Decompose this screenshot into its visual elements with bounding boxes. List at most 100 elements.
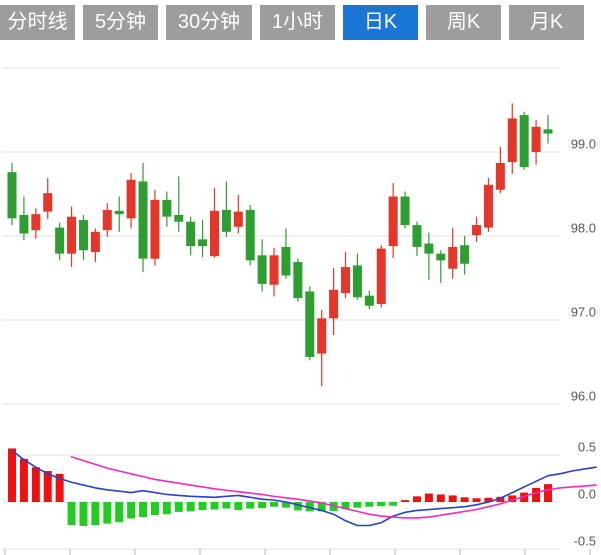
price-axis-label: 99.0 xyxy=(571,137,596,152)
candle-body xyxy=(78,220,88,251)
macd-bar xyxy=(103,502,112,524)
macd-bar xyxy=(496,496,505,502)
tab-monthly-k[interactable]: 月K xyxy=(509,5,584,40)
macd-bar xyxy=(139,502,148,518)
candle-body xyxy=(67,216,77,254)
macd-bar xyxy=(508,495,517,502)
macd-bar xyxy=(186,502,195,512)
candle-body xyxy=(341,267,351,294)
macd-bar xyxy=(389,502,398,506)
macd-bar xyxy=(115,502,124,523)
macd-bar xyxy=(258,502,267,509)
price-axis-label: 97.0 xyxy=(571,305,596,320)
macd-bar xyxy=(19,458,28,502)
macd-bar xyxy=(365,502,374,507)
macd-bar xyxy=(234,502,243,510)
candle-body xyxy=(543,129,553,134)
candle-body xyxy=(7,172,17,219)
dif-line xyxy=(11,449,597,527)
candle-body xyxy=(114,210,124,215)
tab-weekly-k[interactable]: 周K xyxy=(426,5,501,40)
candle-body xyxy=(293,262,303,299)
candle-body xyxy=(448,246,458,269)
macd-bar xyxy=(91,502,100,526)
macd-bar xyxy=(246,502,255,509)
candle-body xyxy=(245,209,255,261)
tab-daily-k[interactable]: 日K xyxy=(343,5,418,40)
macd-bar xyxy=(174,502,183,512)
candle-body xyxy=(519,115,529,168)
macd-axis-label: -0.5 xyxy=(574,534,596,549)
candle-body xyxy=(174,215,184,222)
price-axis-label: 96.0 xyxy=(571,389,596,404)
candle-body xyxy=(376,248,386,305)
grid-lines xyxy=(2,67,591,555)
macd-bar xyxy=(401,500,410,502)
macd-bar xyxy=(8,448,16,502)
macd-bar xyxy=(484,497,493,502)
candles xyxy=(7,103,553,387)
candle-body xyxy=(400,196,410,226)
candle-body xyxy=(412,225,422,247)
macd-bar xyxy=(43,470,52,502)
macd-bar xyxy=(198,502,207,510)
tab-5min[interactable]: 5分钟 xyxy=(83,5,158,40)
candle-body xyxy=(162,199,172,217)
candle-body xyxy=(424,243,434,254)
candle-body xyxy=(531,126,541,152)
candle-body xyxy=(388,196,398,247)
macd-bar xyxy=(127,502,136,519)
macd-bar xyxy=(520,492,529,502)
candle-body xyxy=(472,225,482,236)
y-axis-labels: 99.0 98.0 97.0 96.0 0.5 0.0 -0.5 xyxy=(571,137,596,549)
macd-bar xyxy=(31,467,40,502)
macd-bar xyxy=(353,502,362,508)
macd-bar xyxy=(377,502,386,507)
price-axis-label: 98.0 xyxy=(571,221,596,236)
macd-axis-label: 0.5 xyxy=(578,440,596,455)
candle-body xyxy=(19,215,29,234)
macd-bar xyxy=(210,502,219,510)
candle-body xyxy=(31,214,41,231)
candle-body xyxy=(281,246,291,276)
candle-body xyxy=(257,255,267,284)
candle-body xyxy=(209,210,219,257)
macd-axis-label: 0.0 xyxy=(578,487,596,502)
candle-body xyxy=(186,221,196,247)
macd-bar xyxy=(460,497,469,502)
candle-body xyxy=(138,181,148,259)
macd-bar xyxy=(150,502,159,516)
candle-body xyxy=(198,239,208,247)
candle-body xyxy=(364,295,374,306)
macd-bar xyxy=(424,493,433,502)
candle-body xyxy=(221,209,231,232)
macd-bar xyxy=(448,495,457,502)
macd-bar xyxy=(436,494,445,502)
candle-body xyxy=(90,231,100,252)
macd-bar xyxy=(317,502,326,512)
macd-bar xyxy=(67,502,76,526)
candle-body xyxy=(460,245,470,264)
candle-body xyxy=(55,227,65,254)
candle-body xyxy=(269,255,279,285)
candle-body xyxy=(483,184,493,228)
tab-timeline[interactable]: 分时线 xyxy=(0,5,75,40)
tab-1hour[interactable]: 1小时 xyxy=(260,5,335,40)
candle-body xyxy=(507,118,517,163)
candle-body xyxy=(329,289,339,319)
macd-bar xyxy=(305,502,314,512)
macd-bar xyxy=(293,502,302,511)
candle-body xyxy=(126,179,136,219)
candle-body xyxy=(317,318,327,354)
tab-30min[interactable]: 30分钟 xyxy=(166,5,252,40)
macd-bar xyxy=(55,473,64,502)
candle-body xyxy=(436,253,446,261)
macd-bar xyxy=(222,502,231,509)
macd-bar xyxy=(532,487,541,502)
macd-bar xyxy=(472,498,481,502)
dea-line xyxy=(70,456,597,519)
macd-bar xyxy=(543,484,552,502)
candle-body xyxy=(150,199,160,259)
